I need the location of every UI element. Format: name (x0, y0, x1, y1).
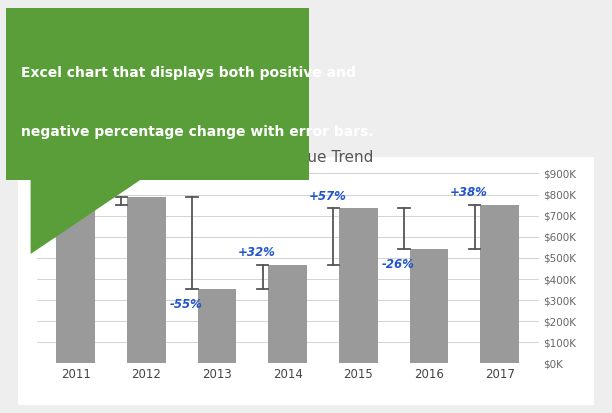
Bar (409, 249, 449, 363)
Text: +57%: +57% (308, 190, 346, 202)
Bar (339, 209, 378, 363)
Bar (127, 197, 166, 363)
Text: +32%: +32% (238, 246, 276, 259)
Text: -26%: -26% (382, 258, 415, 271)
Title: Annual Revenue Trend: Annual Revenue Trend (202, 150, 373, 165)
Text: negative percentage change with error bars.: negative percentage change with error ba… (21, 125, 374, 139)
Bar (56, 205, 95, 363)
Bar (268, 265, 307, 363)
Text: +5%: +5% (100, 178, 130, 191)
Text: Excel chart that displays both positive and: Excel chart that displays both positive … (21, 66, 356, 81)
Bar (198, 289, 236, 363)
Text: +38%: +38% (450, 186, 488, 199)
Bar (480, 205, 519, 363)
Text: -55%: -55% (170, 298, 203, 311)
